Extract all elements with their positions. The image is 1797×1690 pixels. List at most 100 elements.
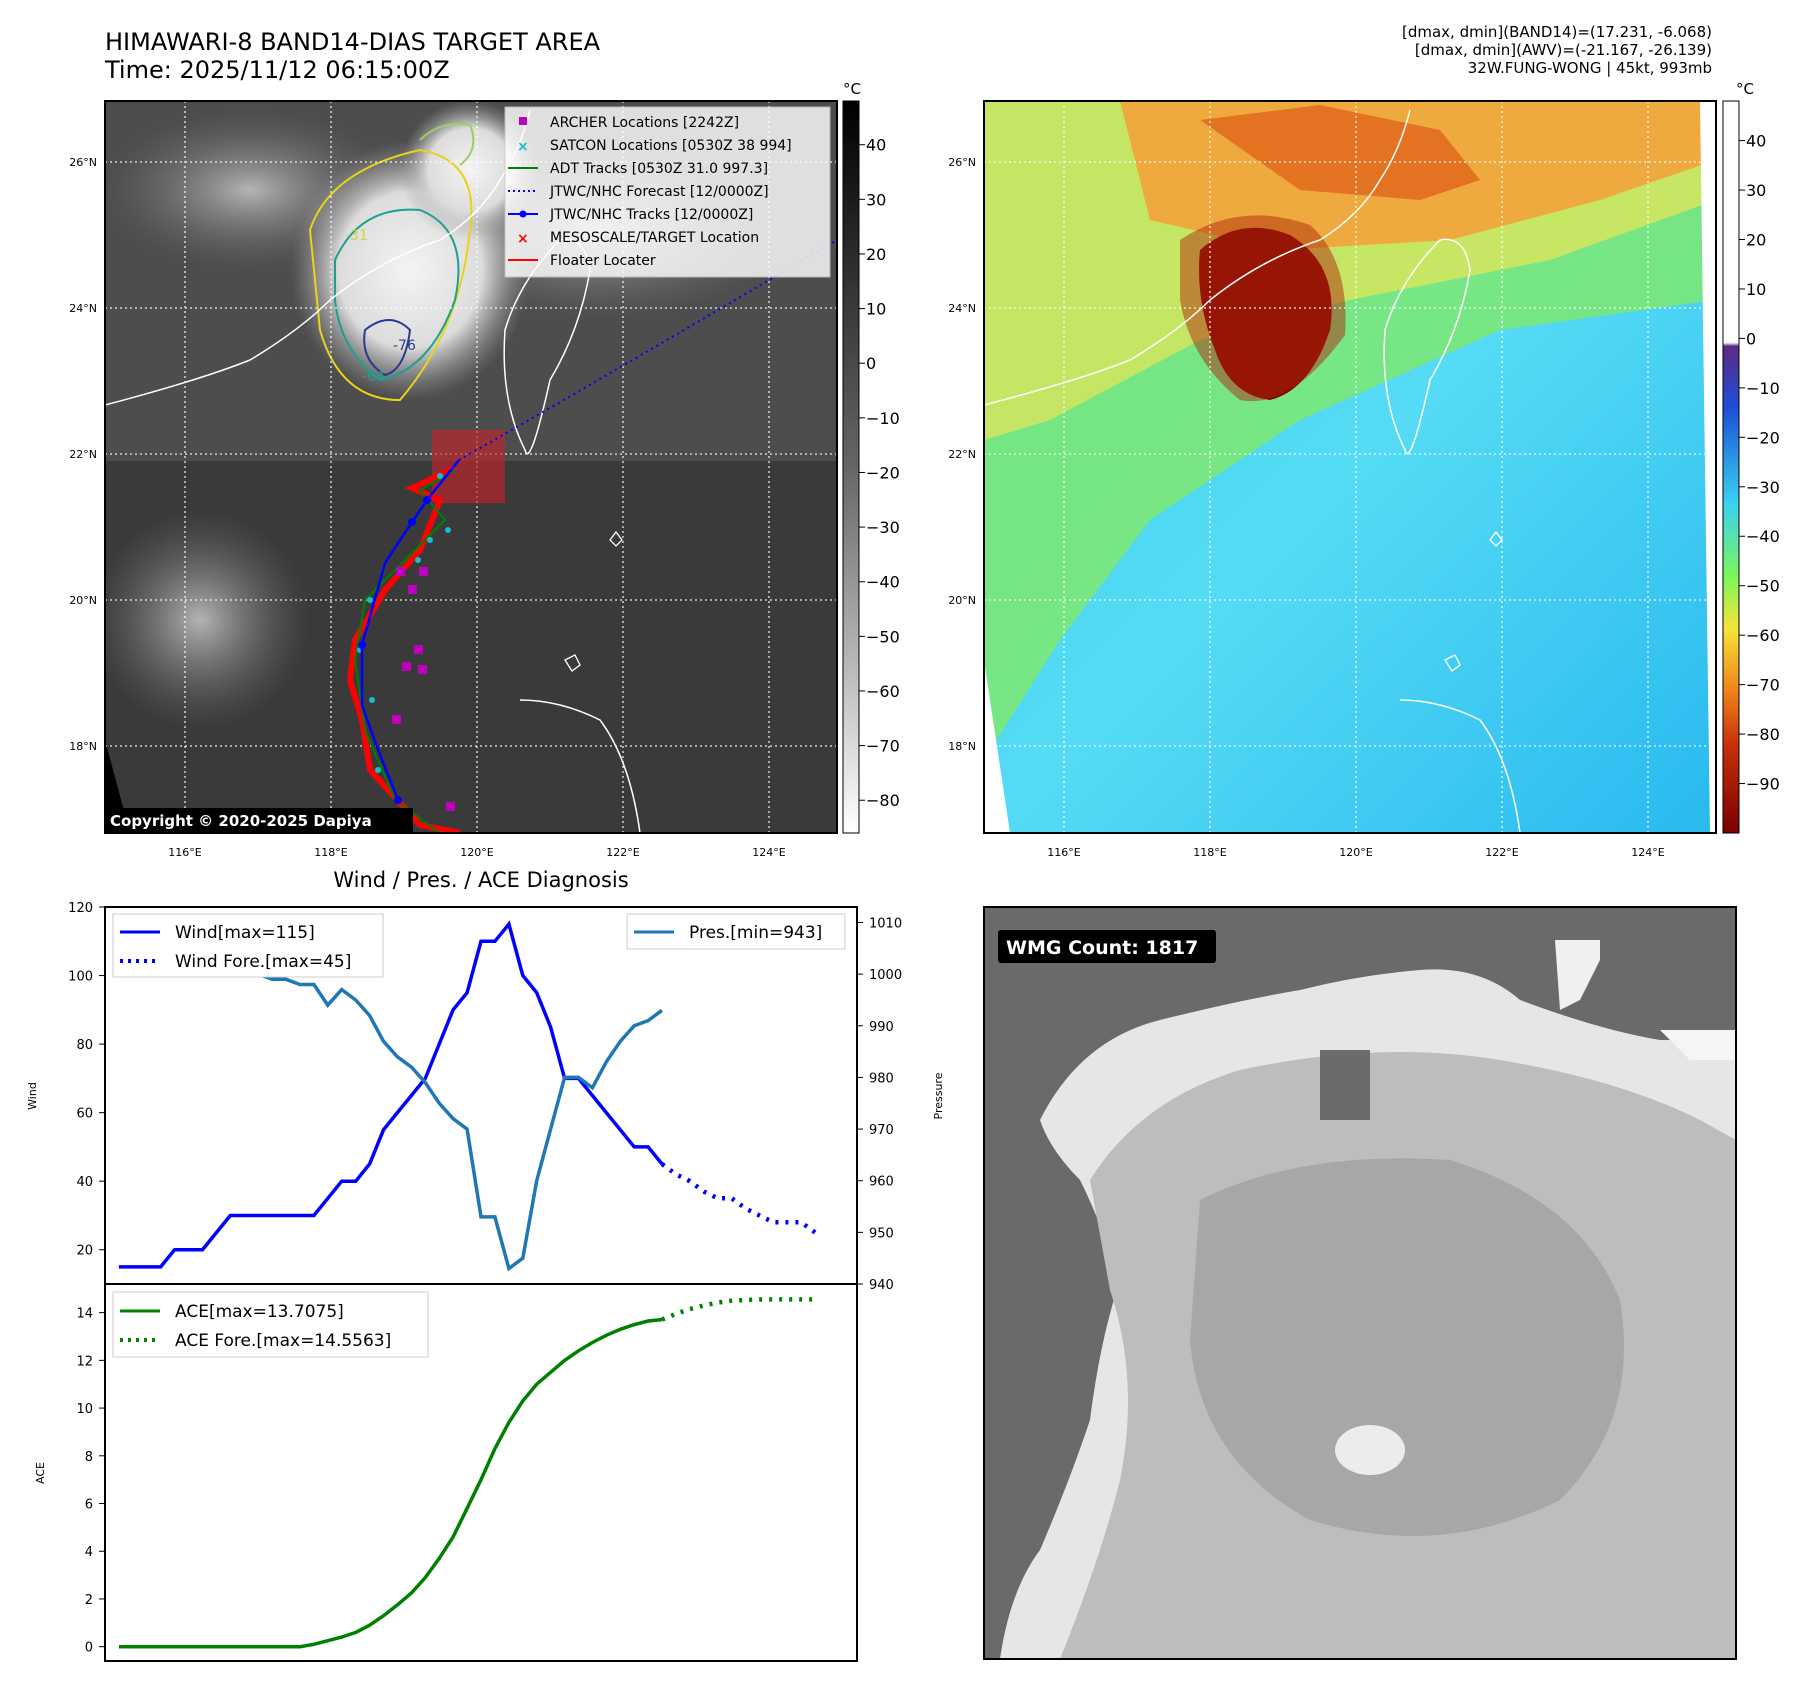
diagnosis-title: Wind / Pres. / ACE Diagnosis [333,868,628,892]
svg-text:20°N: 20°N [69,594,97,607]
color-colorbar-tick-label: −30 [1746,478,1780,497]
svg-text:26°N: 26°N [948,156,976,169]
color-colorbar: °C 40 30 20 10 0 −10 −20 −30 −40 −50 −60 −70 −80 −90 [1722,80,1780,834]
copyright-text: Copyright © 2020-2025 Dapiya [110,812,372,830]
wind-forecast-series-line [660,1162,817,1235]
svg-text:24°N: 24°N [69,302,97,315]
svg-text:120°E: 120°E [1339,846,1372,859]
pressure-legend: Pres.[min=943] [626,913,846,950]
color-colorbar-tick-label: −20 [1746,428,1780,447]
legend-satcon-label: SATCON Locations [0530Z 38 994] [550,138,792,154]
svg-text:120°E: 120°E [460,846,493,859]
color-colorbar-tick-label: −40 [1746,527,1780,546]
color-colorbar-tick-label: −70 [1746,676,1780,695]
gray-colorbar-tick-label: −30 [866,518,900,537]
contour-label-64: -64 [362,369,385,385]
ace-ytick-label: 0 [85,1641,93,1656]
ace-ytick-label: 6 [85,1498,93,1513]
wind-ytick-label: 120 [68,901,93,916]
jtwc-track [360,459,460,801]
pressure-ytick-label: 970 [869,1123,894,1138]
ace-ytick-label: 2 [85,1593,93,1608]
legend-adt-label: ADT Tracks [0530Z 31.0 997.3] [550,161,768,177]
map1-lon-labels: 116°E 118°E 120°E 122°E 124°E [168,846,785,859]
gray-colorbar-tick-label: 20 [866,245,886,264]
svg-text:18°N: 18°N [948,740,976,753]
pressure-ytick-label: 950 [869,1226,894,1241]
pressure-ytick-label: 990 [869,1020,894,1035]
color-colorbar-tick-label: 30 [1746,181,1766,200]
gray-colorbar-tick-label: −80 [866,791,900,810]
legend-ace-label: ACE[max=13.7075] [175,1302,344,1322]
gray-colorbar-tick-label: −40 [866,573,900,592]
ace-axis-label: ACE [34,1462,47,1484]
info-line-2: [dmax, dmin](AWV)=(-21.167, -26.139) [1414,41,1712,59]
color-colorbar-tick-label: 40 [1746,132,1766,151]
pressure-ytick-label: 960 [869,1175,894,1190]
wind-axis-label: Wind [26,1082,39,1110]
svg-text:18°N: 18°N [69,740,97,753]
svg-text:116°E: 116°E [1047,846,1080,859]
svg-text:124°E: 124°E [752,846,785,859]
ace-ytick-label: 4 [85,1545,93,1560]
svg-text:20°N: 20°N [948,594,976,607]
color-colorbar-tick-label: 10 [1746,280,1766,299]
color-colorbar-tick-label: −90 [1746,775,1780,794]
legend-jtwc-label: JTWC/NHC Tracks [12/0000Z] [549,207,753,223]
gray-colorbar-tick-label: −20 [866,463,900,482]
svg-text:124°E: 124°E [1631,846,1664,859]
pressure-axis-label: Pressure [932,1072,945,1119]
legend-archer-marker [519,117,527,125]
svg-text:°C: °C [843,80,861,98]
ace-ytick-label: 8 [85,1450,93,1465]
color-colorbar-tick-label: 20 [1746,230,1766,249]
legend-floater-label: Floater Locater [550,253,656,269]
legend-satcon-marker: × [517,139,529,155]
info-line-3: 32W.FUNG-WONG | 45kt, 993mb [1467,59,1712,77]
ace-ytick-label: 10 [76,1402,93,1417]
svg-text:118°E: 118°E [314,846,347,859]
wind-ytick-label: 40 [76,1175,93,1190]
svg-text:22°N: 22°N [948,448,976,461]
awv-map-image [984,101,1716,833]
title-line-1: HIMAWARI-8 BAND14-DIAS TARGET AREA [105,28,601,56]
ace-legend: ACE[max=13.7075] ACE Fore.[max=14.5563] [112,1291,429,1358]
legend-wind-fore-label: Wind Fore.[max=45] [175,952,351,972]
contour-label-31: -31 [345,228,368,244]
pressure-ytick-label: 1010 [869,916,902,931]
wind-legend: Wind[max=115] Wind Fore.[max=45] [112,913,384,978]
storm-info: [dmax, dmin](BAND14)=(17.231, -6.068) [d… [1402,23,1712,77]
svg-text:°C: °C [1736,80,1754,98]
figure-title: HIMAWARI-8 BAND14-DIAS TARGET AREA Time:… [105,28,600,84]
title-line-2: Time: 2025/11/12 06:15:00Z [105,56,450,84]
legend-ace-fore-label: ACE Fore.[max=14.5563] [175,1331,391,1351]
map-legend: ARCHER Locations [2242Z] × SATCON Locati… [504,106,831,278]
map2-lat-labels: 26°N 24°N 22°N 20°N 18°N [948,156,976,753]
wind-ytick-label: 100 [68,970,93,985]
color-colorbar-tick-label: −60 [1746,626,1780,645]
svg-text:118°E: 118°E [1193,846,1226,859]
wmg-panel: WMG Count: 1817 [983,906,1737,1660]
wmg-count-badge [998,930,1216,963]
legend-archer-label: ARCHER Locations [2242Z] [550,115,739,131]
pressure-ytick-label: 1000 [869,968,902,983]
gray-colorbar-tick-label: 0 [866,354,876,373]
archer-points [392,567,455,811]
svg-text:116°E: 116°E [168,846,201,859]
svg-text:122°E: 122°E [1485,846,1518,859]
legend-target-label: MESOSCALE/TARGET Location [550,230,759,246]
legend-target-marker: × [517,231,529,247]
mesoscale-target-box [432,430,505,503]
pressure-ytick-label: 980 [869,1071,894,1086]
wind-ytick-label: 20 [76,1244,93,1259]
ace-series-line [118,1317,663,1649]
legend-forecast-label: JTWC/NHC Forecast [12/0000Z] [549,184,769,200]
ace-forecast-series-line [661,1297,816,1322]
contour-label-76: -76 [393,338,416,354]
wind-ytick-label: 60 [76,1107,93,1122]
info-line-1: [dmax, dmin](BAND14)=(17.231, -6.068) [1401,23,1712,41]
color-colorbar-tick-label: −10 [1746,379,1780,398]
pressure-ytick-label: 940 [869,1278,894,1293]
gray-colorbar-tick-label: −60 [866,682,900,701]
